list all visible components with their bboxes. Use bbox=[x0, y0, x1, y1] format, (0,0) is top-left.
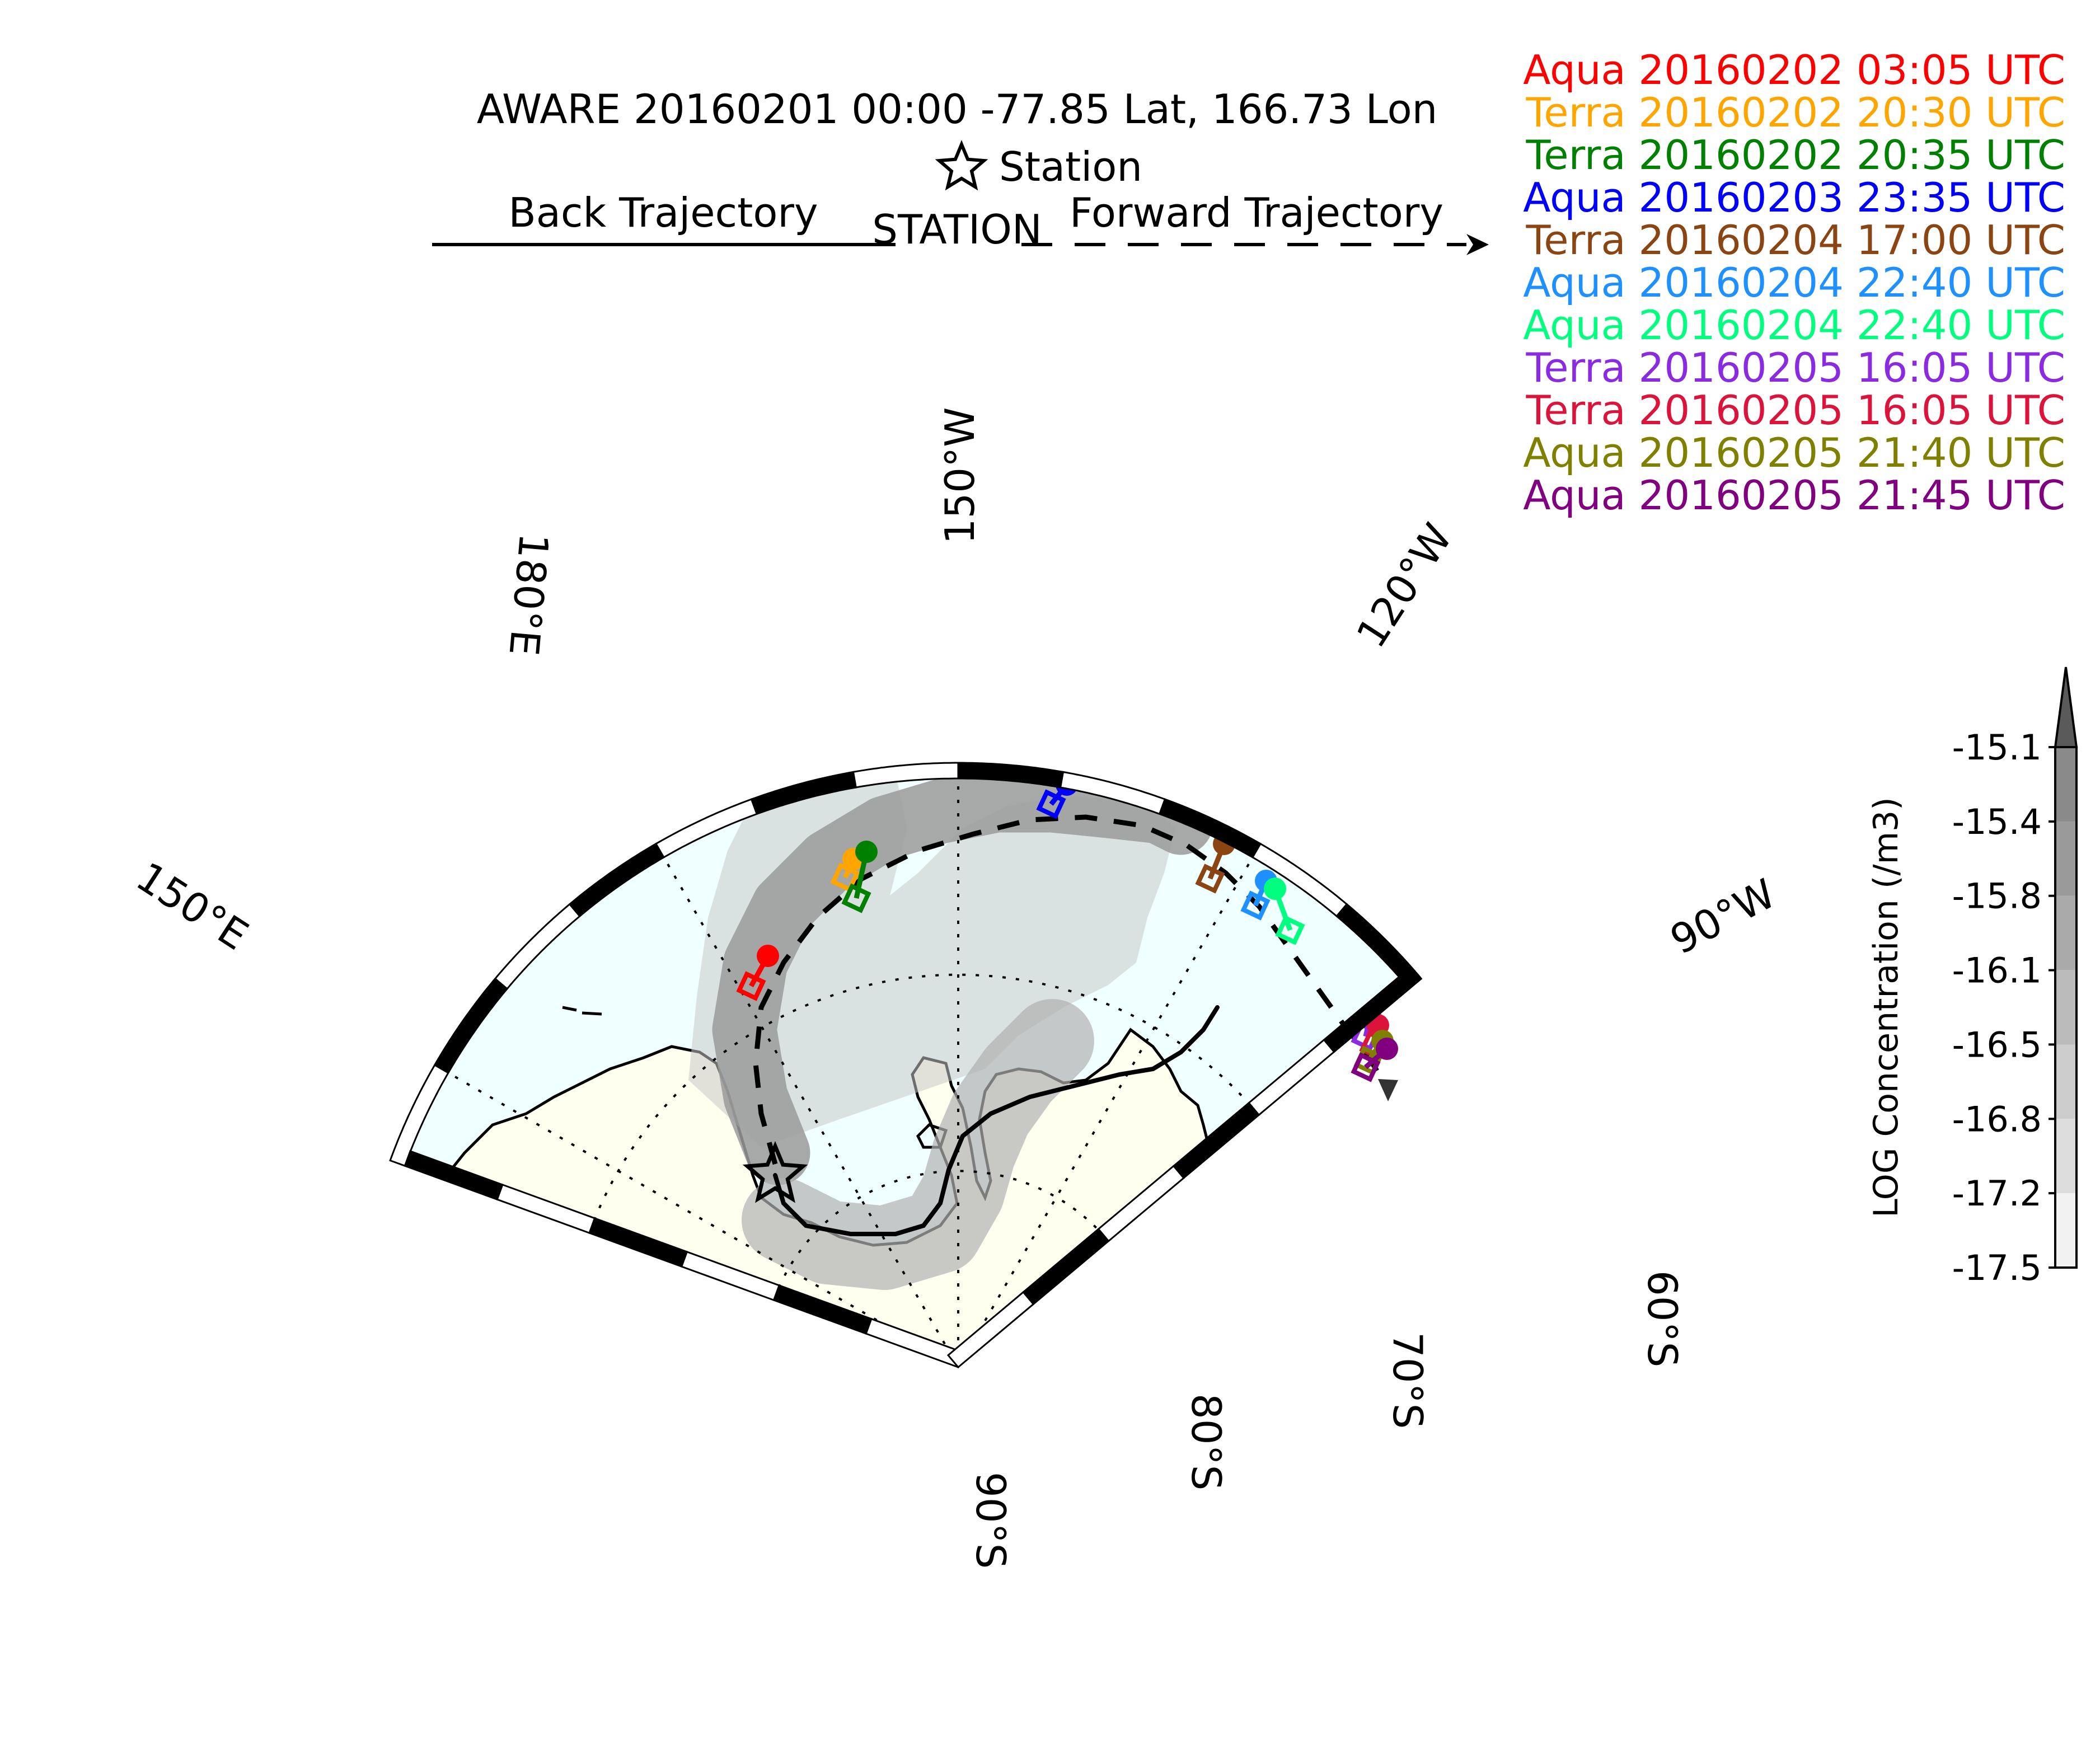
station-label: STATION bbox=[872, 206, 1042, 253]
polar-map: 150°E 180°E 150°W 120°W 90°W 90°S 80°S 70°S 60°S bbox=[128, 407, 1783, 1569]
colorbar-bands bbox=[2055, 747, 2076, 1268]
overpass-legend-entry: Terra 20160202 20:30 UTC bbox=[1526, 89, 2065, 136]
lon-label: 150°E bbox=[128, 853, 256, 959]
colorbar-label: LOG Concentration (/m3) bbox=[1867, 797, 1906, 1217]
overpass-legend-entry: Aqua 20160205 21:40 UTC bbox=[1523, 429, 2065, 476]
map-frame bbox=[389, 762, 1423, 1369]
back-trajectory-line bbox=[773, 1005, 1220, 1236]
colorbar-outline bbox=[2054, 746, 2078, 1269]
graticule bbox=[447, 778, 1260, 1367]
overpass-legend-entry: Aqua 20160205 21:45 UTC bbox=[1523, 472, 2065, 519]
colorbar-tick-label: -16.5 bbox=[1952, 1024, 2042, 1065]
station-legend: Station bbox=[935, 140, 1142, 191]
overpass-legend-entry: Terra 20160202 20:35 UTC bbox=[1526, 132, 2065, 179]
back-trajectory-label: Back Trajectory bbox=[508, 189, 818, 236]
colorbar: -15.1 -15.4 -15.8 -16.1 -16.5 -16.8 -17.2 -17.5… bbox=[1867, 667, 2078, 1288]
overpass-marker bbox=[841, 841, 878, 913]
back-trajectory-plume bbox=[742, 999, 1094, 1290]
lat-label: 80°S bbox=[1183, 1394, 1230, 1490]
overpass-legend-entry: Aqua 20160203 23:35 UTC bbox=[1523, 174, 2065, 221]
overpass-legend-entry: Aqua 20160204 22:40 UTC bbox=[1523, 259, 2065, 306]
colorbar-tick-label: -15.8 bbox=[1952, 876, 2042, 917]
overpass-marker bbox=[1264, 878, 1305, 945]
station-star-icon bbox=[742, 1141, 808, 1203]
trajectory-end-arrow-icon bbox=[1378, 1079, 1398, 1101]
colorbar-tick-label: -17.5 bbox=[1952, 1247, 2042, 1288]
overpass-marker bbox=[1351, 1038, 1398, 1082]
colorbar-tick-label: -15.4 bbox=[1952, 801, 2042, 842]
lon-label: 180°E bbox=[500, 531, 558, 657]
overpass-legend-entry: Terra 20160204 17:00 UTC bbox=[1526, 217, 2065, 264]
forward-trajectory-line bbox=[753, 814, 1385, 1165]
overpass-legend-entry: Aqua 20160202 03:05 UTC bbox=[1523, 46, 2065, 93]
overpass-legend-entry: Terra 20160205 16:05 UTC bbox=[1526, 387, 2065, 434]
lon-label: 90°W bbox=[1663, 870, 1783, 964]
overpass-marker bbox=[736, 945, 779, 1001]
lon-label: 120°W bbox=[1347, 515, 1461, 656]
overpass-legend-entry: Aqua 20160204 22:40 UTC bbox=[1523, 302, 2065, 349]
lon-label: 150°W bbox=[936, 407, 983, 545]
trajectory-legend: Back Trajectory STATION Forward Trajecto… bbox=[432, 189, 1489, 255]
forward-trajectory-label: Forward Trajectory bbox=[1070, 189, 1443, 236]
colorbar-tick-label: -16.1 bbox=[1952, 950, 2042, 991]
figure-title: AWARE 20160201 00:00 -77.85 Lat, 166.73 … bbox=[477, 86, 1438, 133]
overpass-legend-entry: Terra 20160205 16:05 UTC bbox=[1526, 344, 2065, 391]
forward-arrow-icon bbox=[1466, 234, 1489, 255]
colorbar-tick-label: -17.2 bbox=[1952, 1173, 2042, 1214]
colorbar-tick-label: -15.1 bbox=[1952, 727, 2042, 768]
lat-label: 90°S bbox=[967, 1472, 1014, 1569]
station-legend-label: Station bbox=[999, 143, 1142, 190]
station-star-icon bbox=[935, 140, 988, 191]
colorbar-tick-label: -16.8 bbox=[1952, 1099, 2042, 1139]
lat-label: 60°S bbox=[1639, 1270, 1686, 1367]
colorbar-extend-arrow-icon bbox=[2054, 667, 2078, 748]
colorbar-ticks: -15.1 -15.4 -15.8 -16.1 -16.5 -16.8 -17.2 -17.5 bbox=[1952, 727, 2055, 1288]
lat-label: 70°S bbox=[1384, 1332, 1431, 1429]
trajectory-plume-core bbox=[712, 778, 1213, 1185]
